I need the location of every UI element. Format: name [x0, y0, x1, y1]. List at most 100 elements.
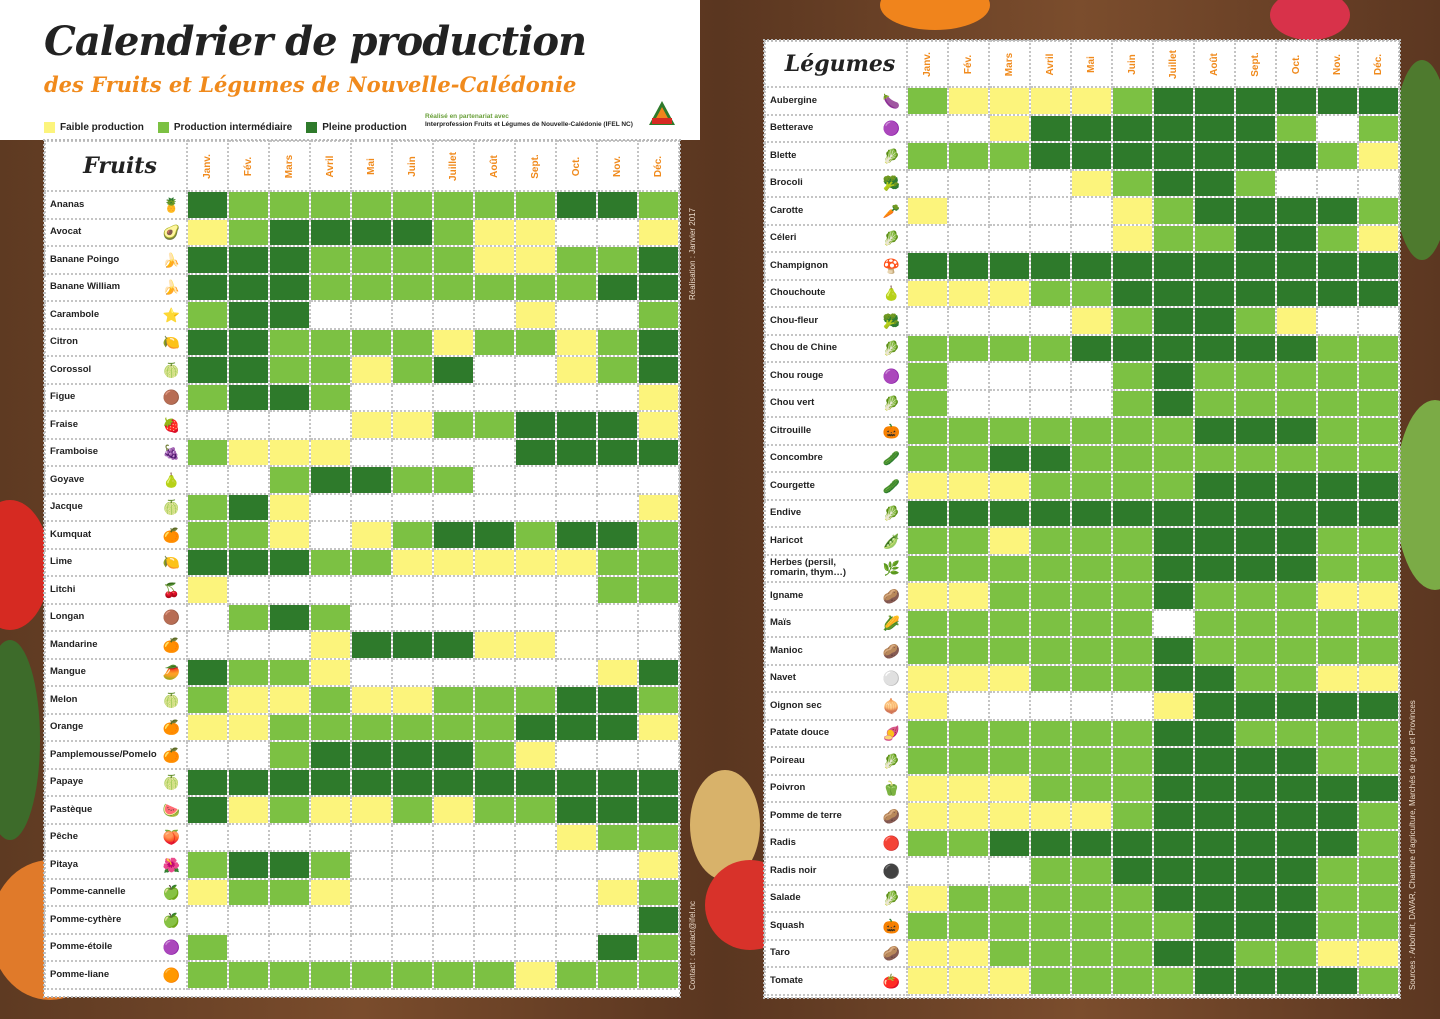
production-cell: [186, 850, 229, 880]
production-cell: [391, 327, 434, 357]
row-label: Avocat: [50, 226, 82, 238]
production-cell: [1193, 636, 1236, 666]
row-label: Maïs: [770, 617, 792, 629]
production-cell: [186, 382, 229, 412]
production-cell: [1316, 168, 1359, 198]
row-label: Corossol: [50, 363, 92, 375]
production-cell: [1152, 443, 1195, 473]
production-cell: [1070, 223, 1113, 253]
production-cell: [1357, 663, 1400, 693]
production-cell: [1193, 278, 1236, 308]
production-cell: [473, 355, 516, 385]
production-cell: [596, 795, 639, 825]
production-cell: [988, 938, 1031, 968]
production-cell: [1275, 278, 1318, 308]
row-label-cell: Melon 🍈: [44, 685, 188, 715]
production-cell: [1316, 333, 1359, 363]
production-cell: [186, 685, 229, 715]
production-cell: [309, 575, 352, 605]
production-cell: [1316, 636, 1359, 666]
production-cell: [1234, 526, 1277, 556]
production-cell: [1316, 278, 1359, 308]
production-cell: [186, 905, 229, 935]
production-cell: [1316, 801, 1359, 831]
production-cell: [1316, 361, 1359, 391]
production-cell: [1234, 746, 1277, 776]
production-cell: [988, 141, 1031, 171]
row-label-cell: Citron 🍋: [44, 327, 188, 357]
production-cell: [227, 190, 270, 220]
production-cell: [988, 333, 1031, 363]
row-label: Carambole: [50, 308, 100, 320]
production-cell: [906, 581, 949, 611]
table-row: Framboise 🍇: [44, 437, 680, 467]
production-cell: [227, 822, 270, 852]
production-cell: [350, 767, 393, 797]
production-cell: [555, 547, 598, 577]
production-cell: [596, 355, 639, 385]
production-cell: [1316, 663, 1359, 693]
production-cell: [1029, 691, 1072, 721]
production-cell: [473, 410, 516, 440]
production-cell: [947, 691, 990, 721]
production-cell: [596, 547, 639, 577]
production-cell: [988, 691, 1031, 721]
production-cell: [1357, 553, 1400, 583]
production-cell: [1111, 526, 1154, 556]
red-cabbage-icon: 🟣: [882, 367, 900, 384]
row-label: Lime: [50, 556, 73, 568]
production-cell: [1070, 333, 1113, 363]
production-cell: [1357, 306, 1400, 336]
production-cell: [947, 911, 990, 941]
row-label-cell: Champignon 🍄: [764, 251, 908, 281]
production-cell: [268, 767, 311, 797]
production-cell: [268, 657, 311, 687]
legend-label-low: Faible production: [60, 122, 144, 133]
production-cell: [1152, 141, 1195, 171]
table-row: Mandarine 🍊: [44, 630, 680, 660]
production-cell: [1234, 251, 1277, 281]
production-cell: [309, 217, 352, 247]
production-cell: [1275, 443, 1318, 473]
table-row: Goyave 🍐: [44, 465, 680, 495]
production-cell: [1070, 608, 1113, 638]
yam-icon: 🥔: [882, 587, 900, 604]
production-cell: [1070, 141, 1113, 171]
production-cell: [1316, 608, 1359, 638]
production-cell: [1070, 471, 1113, 501]
partner-credit: Réalisé en partenariat avec Interprofess…: [425, 113, 640, 129]
row-label-cell: Manioc 🥔: [764, 636, 908, 666]
row-label-cell: Banane Poingo 🍌: [44, 245, 188, 275]
production-cell: [268, 245, 311, 275]
production-cell: [514, 382, 557, 412]
row-label-cell: Avocat 🥑: [44, 217, 188, 247]
production-cell: [1070, 581, 1113, 611]
row-label: Pêche: [50, 831, 78, 843]
production-cell: [227, 932, 270, 962]
production-cell: [309, 630, 352, 660]
fruits-table-panel: Fruits Janv. Fév. Mars Avril Mai Juin Ju…: [43, 139, 681, 998]
production-cell: [391, 850, 434, 880]
production-cell: [1357, 911, 1400, 941]
row-label-cell: Carambole ⭐: [44, 300, 188, 330]
production-cell: [391, 795, 434, 825]
production-cell: [947, 443, 990, 473]
production-cell: [1152, 223, 1195, 253]
row-label: Oignon sec: [770, 699, 822, 711]
production-cell: [1275, 691, 1318, 721]
production-cell: [432, 355, 475, 385]
production-cell: [637, 850, 680, 880]
row-label: Melon: [50, 693, 78, 705]
row-label: Tomate: [770, 974, 804, 986]
production-cell: [1070, 278, 1113, 308]
production-cell: [1111, 416, 1154, 446]
production-cell: [1070, 196, 1113, 226]
greens-decoration: [1392, 60, 1440, 260]
production-cell: [637, 300, 680, 330]
production-cell: [268, 630, 311, 660]
production-cell: [391, 492, 434, 522]
production-cell: [988, 278, 1031, 308]
production-cell: [637, 932, 680, 962]
production-cell: [1234, 581, 1277, 611]
production-cell: [1193, 883, 1236, 913]
